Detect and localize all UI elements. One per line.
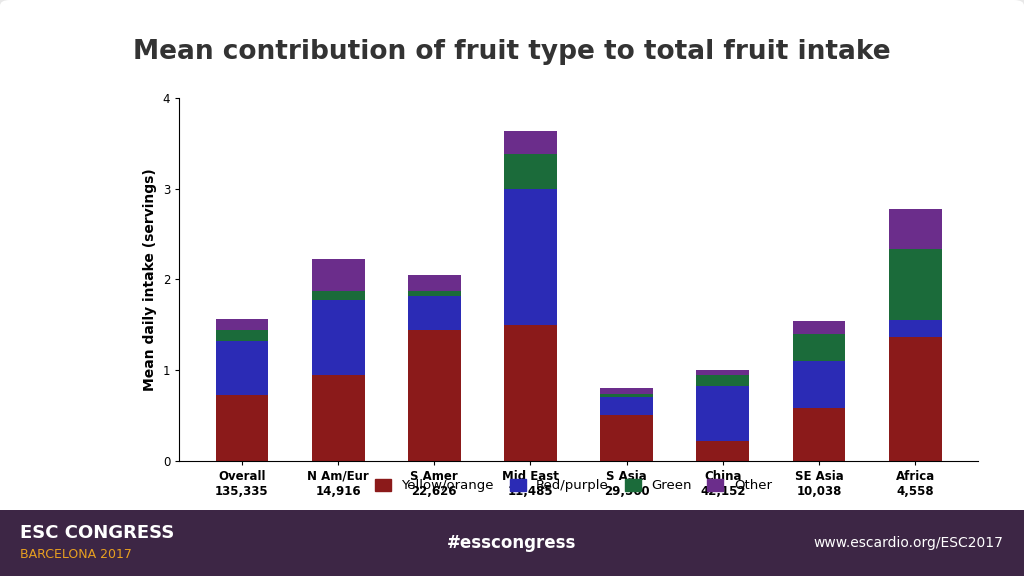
Bar xyxy=(696,370,750,374)
Bar xyxy=(889,336,942,461)
Bar xyxy=(600,388,653,393)
Bar xyxy=(600,393,653,397)
Bar xyxy=(215,330,268,341)
Bar xyxy=(504,325,557,461)
Bar xyxy=(696,386,750,441)
Bar xyxy=(504,154,557,189)
Legend: Yellow/orange, Red/purple, Green, Other: Yellow/orange, Red/purple, Green, Other xyxy=(370,473,777,498)
Bar xyxy=(889,320,942,336)
Bar xyxy=(600,397,653,415)
Text: BARCELONA 2017: BARCELONA 2017 xyxy=(20,548,132,560)
Bar xyxy=(600,415,653,461)
Bar xyxy=(793,321,846,334)
Text: www.escardio.org/ESC2017: www.escardio.org/ESC2017 xyxy=(814,536,1004,550)
Bar xyxy=(793,408,846,461)
Y-axis label: Mean daily intake (servings): Mean daily intake (servings) xyxy=(143,168,157,391)
Bar xyxy=(504,189,557,325)
Bar xyxy=(215,341,268,396)
Bar xyxy=(311,291,365,300)
Text: ESC CONGRESS: ESC CONGRESS xyxy=(20,524,175,542)
Bar xyxy=(311,374,365,461)
Bar xyxy=(793,361,846,408)
Bar xyxy=(311,259,365,291)
Bar xyxy=(696,441,750,461)
Text: Mean contribution of fruit type to total fruit intake: Mean contribution of fruit type to total… xyxy=(133,39,891,65)
Text: #esscongress: #esscongress xyxy=(447,533,577,552)
Bar xyxy=(696,374,750,386)
Bar xyxy=(408,275,461,291)
Bar xyxy=(408,295,461,330)
Bar xyxy=(889,249,942,320)
Bar xyxy=(504,131,557,154)
Bar xyxy=(889,209,942,249)
Bar xyxy=(408,291,461,295)
Bar xyxy=(311,300,365,374)
Bar xyxy=(215,319,268,330)
Bar xyxy=(215,396,268,461)
Bar xyxy=(408,330,461,461)
Bar xyxy=(793,334,846,361)
